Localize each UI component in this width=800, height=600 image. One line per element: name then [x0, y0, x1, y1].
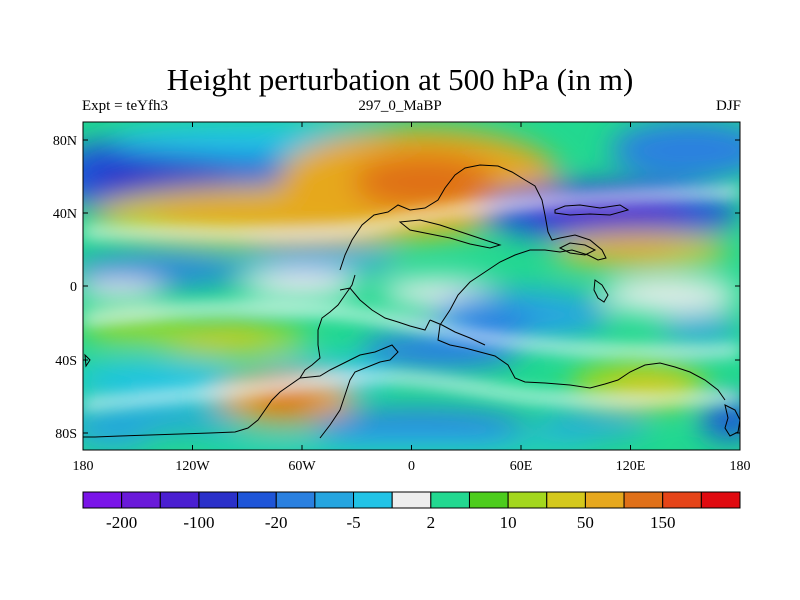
coastlines [83, 164, 741, 439]
colorbar-swatch-15 [662, 491, 702, 509]
colorbar-label-1: -100 [183, 513, 214, 532]
colorbar-swatch-10 [468, 491, 509, 509]
colorbar-swatch-13 [584, 491, 625, 509]
colorbar-swatch-1 [121, 491, 161, 509]
colorbar-swatch-0 [82, 491, 123, 509]
x-tick-label-5: 120E [616, 459, 646, 474]
x-axis: 180 120W 60W 0 60E 120E 180 [73, 122, 751, 474]
colorbar-swatch-9 [430, 491, 470, 509]
colorbar-swatch-5 [275, 491, 316, 509]
x-tick-label-6: 180 [730, 459, 751, 474]
y-tick-label-0: 80N [53, 134, 77, 149]
colorbar-swatch-4 [237, 491, 277, 509]
height-field [83, 122, 740, 450]
y-tick-label-3: 40S [55, 354, 77, 369]
y-tick-label-4: 80S [55, 427, 77, 442]
x-tick-label-3: 0 [408, 459, 415, 474]
season-label: DJF [715, 98, 741, 114]
colorbar-swatch-6 [314, 491, 355, 509]
zero-contours [83, 188, 740, 409]
colorbar-swatch-16 [700, 491, 741, 509]
colorbar-label-3: -5 [346, 513, 360, 532]
colorbar-swatch-8 [391, 491, 432, 509]
experiment-label: Expt = teYfh3 [82, 98, 168, 114]
x-tick-label-4: 60E [510, 459, 533, 474]
x-tick-label-0: 180 [73, 459, 94, 474]
y-tick-label-1: 40N [53, 207, 77, 222]
colorbar-label-2: -20 [265, 513, 288, 532]
x-tick-label-1: 120W [175, 459, 210, 474]
colorbar [82, 491, 741, 509]
plot-title: Height perturbation at 500 hPa (in m) [166, 62, 634, 97]
filled-contours [83, 122, 740, 450]
colorbar-swatch-11 [507, 491, 548, 509]
colorbar-swatch-12 [546, 491, 586, 509]
colorbar-label-6: 50 [577, 513, 594, 532]
x-tick-label-2: 60W [288, 459, 316, 474]
colorbar-label-7: 150 [650, 513, 676, 532]
colorbar-swatch-2 [159, 491, 200, 509]
colorbar-label-5: 10 [500, 513, 517, 532]
y-axis: 80N 40N 0 40S 80S [53, 134, 740, 442]
colorbar-label-4: 2 [427, 513, 436, 532]
period-label: 297_0_MaBP [358, 98, 442, 114]
colorbar-swatch-14 [623, 491, 664, 509]
colorbar-labels: -200 -100 -20 -5 2 10 50 150 [106, 513, 675, 532]
colorbar-swatch-7 [353, 491, 393, 509]
y-tick-label-2: 0 [70, 280, 77, 295]
colorbar-swatch-3 [198, 491, 239, 509]
colorbar-label-0: -200 [106, 513, 137, 532]
